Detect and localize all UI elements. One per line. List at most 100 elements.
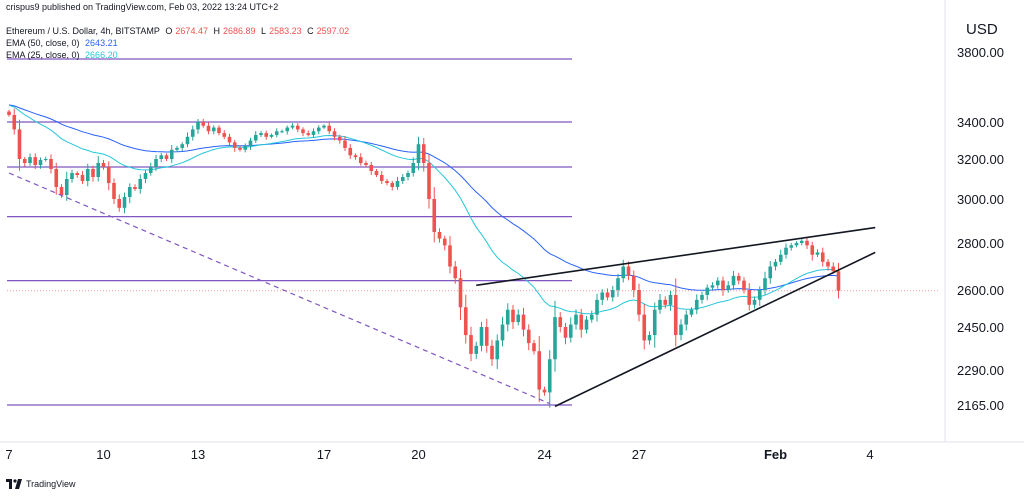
candle-body bbox=[96, 163, 101, 177]
candle-body bbox=[511, 309, 515, 323]
candle-body bbox=[710, 285, 715, 288]
candle-body bbox=[80, 175, 85, 181]
candle-body bbox=[348, 147, 353, 156]
candle-body bbox=[747, 290, 752, 305]
candle-body bbox=[810, 245, 815, 255]
trendline-descending-dashed bbox=[8, 172, 550, 405]
time-tick-label: 17 bbox=[317, 447, 331, 462]
candle-body bbox=[127, 187, 132, 197]
candle-body bbox=[369, 165, 374, 171]
candle-body bbox=[253, 134, 258, 141]
price-tick-label: 2290.00 bbox=[957, 363, 1004, 378]
candle-body bbox=[668, 294, 673, 305]
candle-body bbox=[778, 254, 783, 262]
candle-body bbox=[311, 131, 316, 135]
candle-body bbox=[274, 131, 279, 135]
candle-body bbox=[553, 317, 557, 360]
candle-body bbox=[22, 159, 27, 163]
candle-body bbox=[658, 299, 662, 310]
candle-body bbox=[505, 309, 510, 325]
price-tick-label: 2800.00 bbox=[957, 236, 1004, 251]
candle-body bbox=[752, 299, 757, 305]
horizontal-levels bbox=[7, 58, 572, 406]
close-label: C bbox=[307, 26, 314, 36]
candle-body bbox=[784, 247, 788, 255]
candle-body bbox=[75, 173, 80, 175]
candle-body bbox=[794, 243, 799, 246]
candle-body bbox=[33, 157, 38, 165]
candle-body bbox=[154, 159, 158, 167]
price-tick-label: 3200.00 bbox=[957, 152, 1004, 167]
candle-body bbox=[70, 173, 74, 179]
candle-body bbox=[180, 144, 185, 148]
price-tick-label: 2450.00 bbox=[957, 320, 1004, 335]
candle-body bbox=[558, 317, 563, 327]
candle-body bbox=[59, 187, 64, 195]
candle-body bbox=[122, 197, 127, 208]
time-tick-label: 20 bbox=[411, 447, 425, 462]
candle-body bbox=[437, 232, 442, 239]
tradingview-brand[interactable]: TradingView bbox=[6, 479, 76, 489]
candle-body bbox=[742, 280, 746, 290]
candle-body bbox=[143, 173, 148, 179]
candle-body bbox=[637, 290, 641, 315]
candle-body bbox=[7, 111, 11, 115]
candle-body bbox=[269, 134, 274, 137]
candle-body bbox=[458, 278, 463, 308]
symbol-legend[interactable]: Ethereum / U.S. Dollar, 4h, BITSTAMP O 26… bbox=[6, 26, 352, 36]
candle-body bbox=[574, 314, 578, 325]
candle-body bbox=[500, 324, 505, 341]
candle-body bbox=[547, 359, 552, 393]
candle-body bbox=[243, 146, 248, 150]
ema25-legend[interactable]: EMA (25, close, 0) 2666.20 bbox=[6, 50, 121, 60]
candle-body bbox=[49, 159, 53, 169]
candle-body bbox=[232, 142, 237, 148]
candle-body bbox=[91, 169, 95, 177]
candle-body bbox=[736, 275, 741, 281]
candle-body bbox=[836, 271, 841, 291]
candle-body bbox=[595, 299, 599, 315]
candle-body bbox=[169, 149, 174, 159]
time-tick-label: Feb bbox=[764, 447, 787, 462]
candle-body bbox=[390, 183, 395, 187]
candle-body bbox=[589, 314, 594, 320]
ema50-legend[interactable]: EMA (50, close, 0) 2643.21 bbox=[6, 38, 121, 48]
candle-body bbox=[17, 129, 22, 159]
candle-body bbox=[773, 261, 778, 267]
candle-body bbox=[337, 136, 342, 141]
symbol-title: Ethereum / U.S. Dollar, 4h, BITSTAMP bbox=[6, 26, 160, 36]
candle-body bbox=[673, 294, 678, 336]
candle-body bbox=[295, 125, 300, 130]
candle-body bbox=[175, 147, 179, 150]
candle-body bbox=[521, 314, 526, 330]
candle-body bbox=[726, 285, 731, 290]
candle-body bbox=[642, 314, 647, 341]
candle-body bbox=[605, 292, 610, 298]
candle-body bbox=[689, 309, 694, 315]
candle-body bbox=[185, 136, 190, 145]
candle-body bbox=[647, 335, 652, 341]
candle-body bbox=[621, 266, 626, 279]
candle-body bbox=[164, 155, 169, 159]
candle-body bbox=[715, 280, 720, 286]
candle-body bbox=[64, 179, 69, 195]
candle-body bbox=[432, 199, 437, 232]
candle-body bbox=[117, 199, 122, 208]
candle-body bbox=[579, 314, 584, 330]
candle-body bbox=[526, 329, 531, 344]
time-tick-label: 27 bbox=[632, 447, 646, 462]
candle-body bbox=[364, 163, 368, 165]
open-label: O bbox=[165, 26, 173, 36]
ema50-value: 2643.21 bbox=[85, 38, 118, 48]
ema25-label: EMA (25, close, 0) bbox=[6, 50, 80, 60]
candle-body bbox=[28, 157, 32, 163]
candle-body bbox=[532, 343, 536, 352]
candle-body bbox=[731, 275, 736, 286]
currency-label[interactable]: USD bbox=[966, 21, 998, 38]
candle-body bbox=[820, 252, 825, 262]
candle-body bbox=[280, 131, 284, 133]
candle-body bbox=[306, 133, 311, 135]
candle-body bbox=[631, 275, 636, 290]
